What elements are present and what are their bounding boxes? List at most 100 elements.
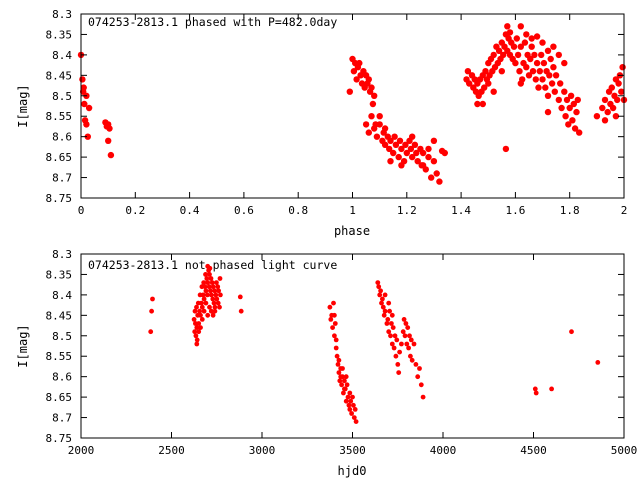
data-point (542, 84, 549, 91)
data-point (349, 411, 354, 416)
data-point (474, 100, 481, 108)
data-point (562, 113, 569, 120)
data-point (420, 394, 426, 400)
data-point (208, 288, 213, 294)
data-point (207, 272, 212, 277)
data-point (395, 153, 402, 161)
data-point (336, 370, 342, 375)
data-point (194, 341, 200, 347)
data-point (392, 333, 398, 339)
data-point (419, 162, 427, 169)
y-tick-label: 8.65 (46, 151, 73, 164)
data-point (81, 100, 88, 108)
data-point (389, 321, 394, 326)
data-point (619, 63, 626, 71)
data-point (198, 325, 203, 330)
x-tick-label: 1.8 (560, 204, 580, 217)
data-point (601, 96, 609, 104)
data-point (83, 121, 90, 128)
data-point (400, 329, 406, 335)
data-point (212, 304, 218, 310)
unphased-light-curve-panel: 2000 2500 3000 3500 4000 4500 5000 8.3 8.35 8.4 8.… (16, 248, 637, 478)
data-point (203, 300, 209, 306)
data-point (238, 308, 244, 314)
y-tick-label: 8.35 (46, 268, 73, 281)
data-point (540, 59, 548, 67)
data-point (203, 288, 209, 294)
data-point (217, 276, 223, 281)
data-point (396, 370, 402, 375)
data-point (428, 174, 435, 181)
data-point (529, 68, 537, 75)
data-point (208, 276, 214, 281)
data-point (411, 141, 419, 148)
data-point (210, 296, 216, 302)
data-point (551, 88, 558, 95)
data-point (527, 55, 534, 63)
data-point (213, 292, 219, 298)
data-point (565, 121, 572, 128)
data-point (528, 35, 535, 42)
data-point (368, 113, 375, 120)
data-point (333, 345, 339, 351)
data-point (411, 341, 417, 347)
data-point (198, 312, 203, 318)
data-point (346, 88, 353, 95)
data-point (391, 133, 398, 140)
data-point (199, 304, 205, 310)
data-point (481, 84, 488, 91)
data-point (365, 76, 372, 83)
data-point (210, 284, 216, 290)
data-point (376, 121, 383, 128)
data-point (214, 280, 219, 285)
data-point (199, 300, 204, 306)
data-point (201, 296, 207, 302)
x-axis-label: hjd0 (338, 464, 367, 478)
data-point (409, 357, 415, 363)
data-point (386, 145, 393, 153)
data-point (341, 390, 346, 396)
data-point (203, 272, 208, 277)
data-point (342, 386, 347, 392)
data-point (217, 304, 222, 310)
data-point (536, 68, 543, 75)
x-tick-label: 1.6 (505, 204, 525, 217)
data-point (512, 59, 519, 67)
data-point (517, 80, 524, 87)
data-point (531, 51, 538, 59)
y-tick-label: 8.6 (52, 371, 72, 384)
data-point (544, 92, 552, 100)
data-point (399, 341, 404, 347)
data-point (405, 325, 411, 330)
data-point (194, 304, 199, 310)
data-point (395, 362, 401, 367)
data-point (200, 292, 206, 298)
data-point (402, 333, 408, 339)
data-point (403, 321, 409, 326)
data-point (393, 353, 399, 359)
data-point (201, 280, 207, 285)
data-point (206, 284, 212, 290)
data-point (351, 415, 357, 420)
data-point (593, 113, 601, 120)
data-point (365, 129, 372, 136)
data-point (387, 158, 394, 165)
x-tick-label: 5000 (611, 444, 638, 457)
data-point (346, 402, 352, 408)
data-point (612, 76, 620, 83)
data-point (504, 23, 511, 30)
data-point (521, 39, 529, 46)
data-point (351, 402, 356, 408)
data-point (332, 312, 337, 318)
data-point (502, 145, 510, 153)
data-point (375, 280, 381, 285)
data-point (535, 84, 542, 91)
data-point (409, 133, 416, 140)
y-tick-label: 8.75 (46, 432, 73, 445)
data-point (344, 382, 350, 388)
data-point (335, 362, 341, 367)
y-axis-label: I[mag] (16, 84, 30, 127)
data-point (612, 113, 620, 120)
data-point (338, 374, 344, 380)
data-point (208, 292, 214, 298)
